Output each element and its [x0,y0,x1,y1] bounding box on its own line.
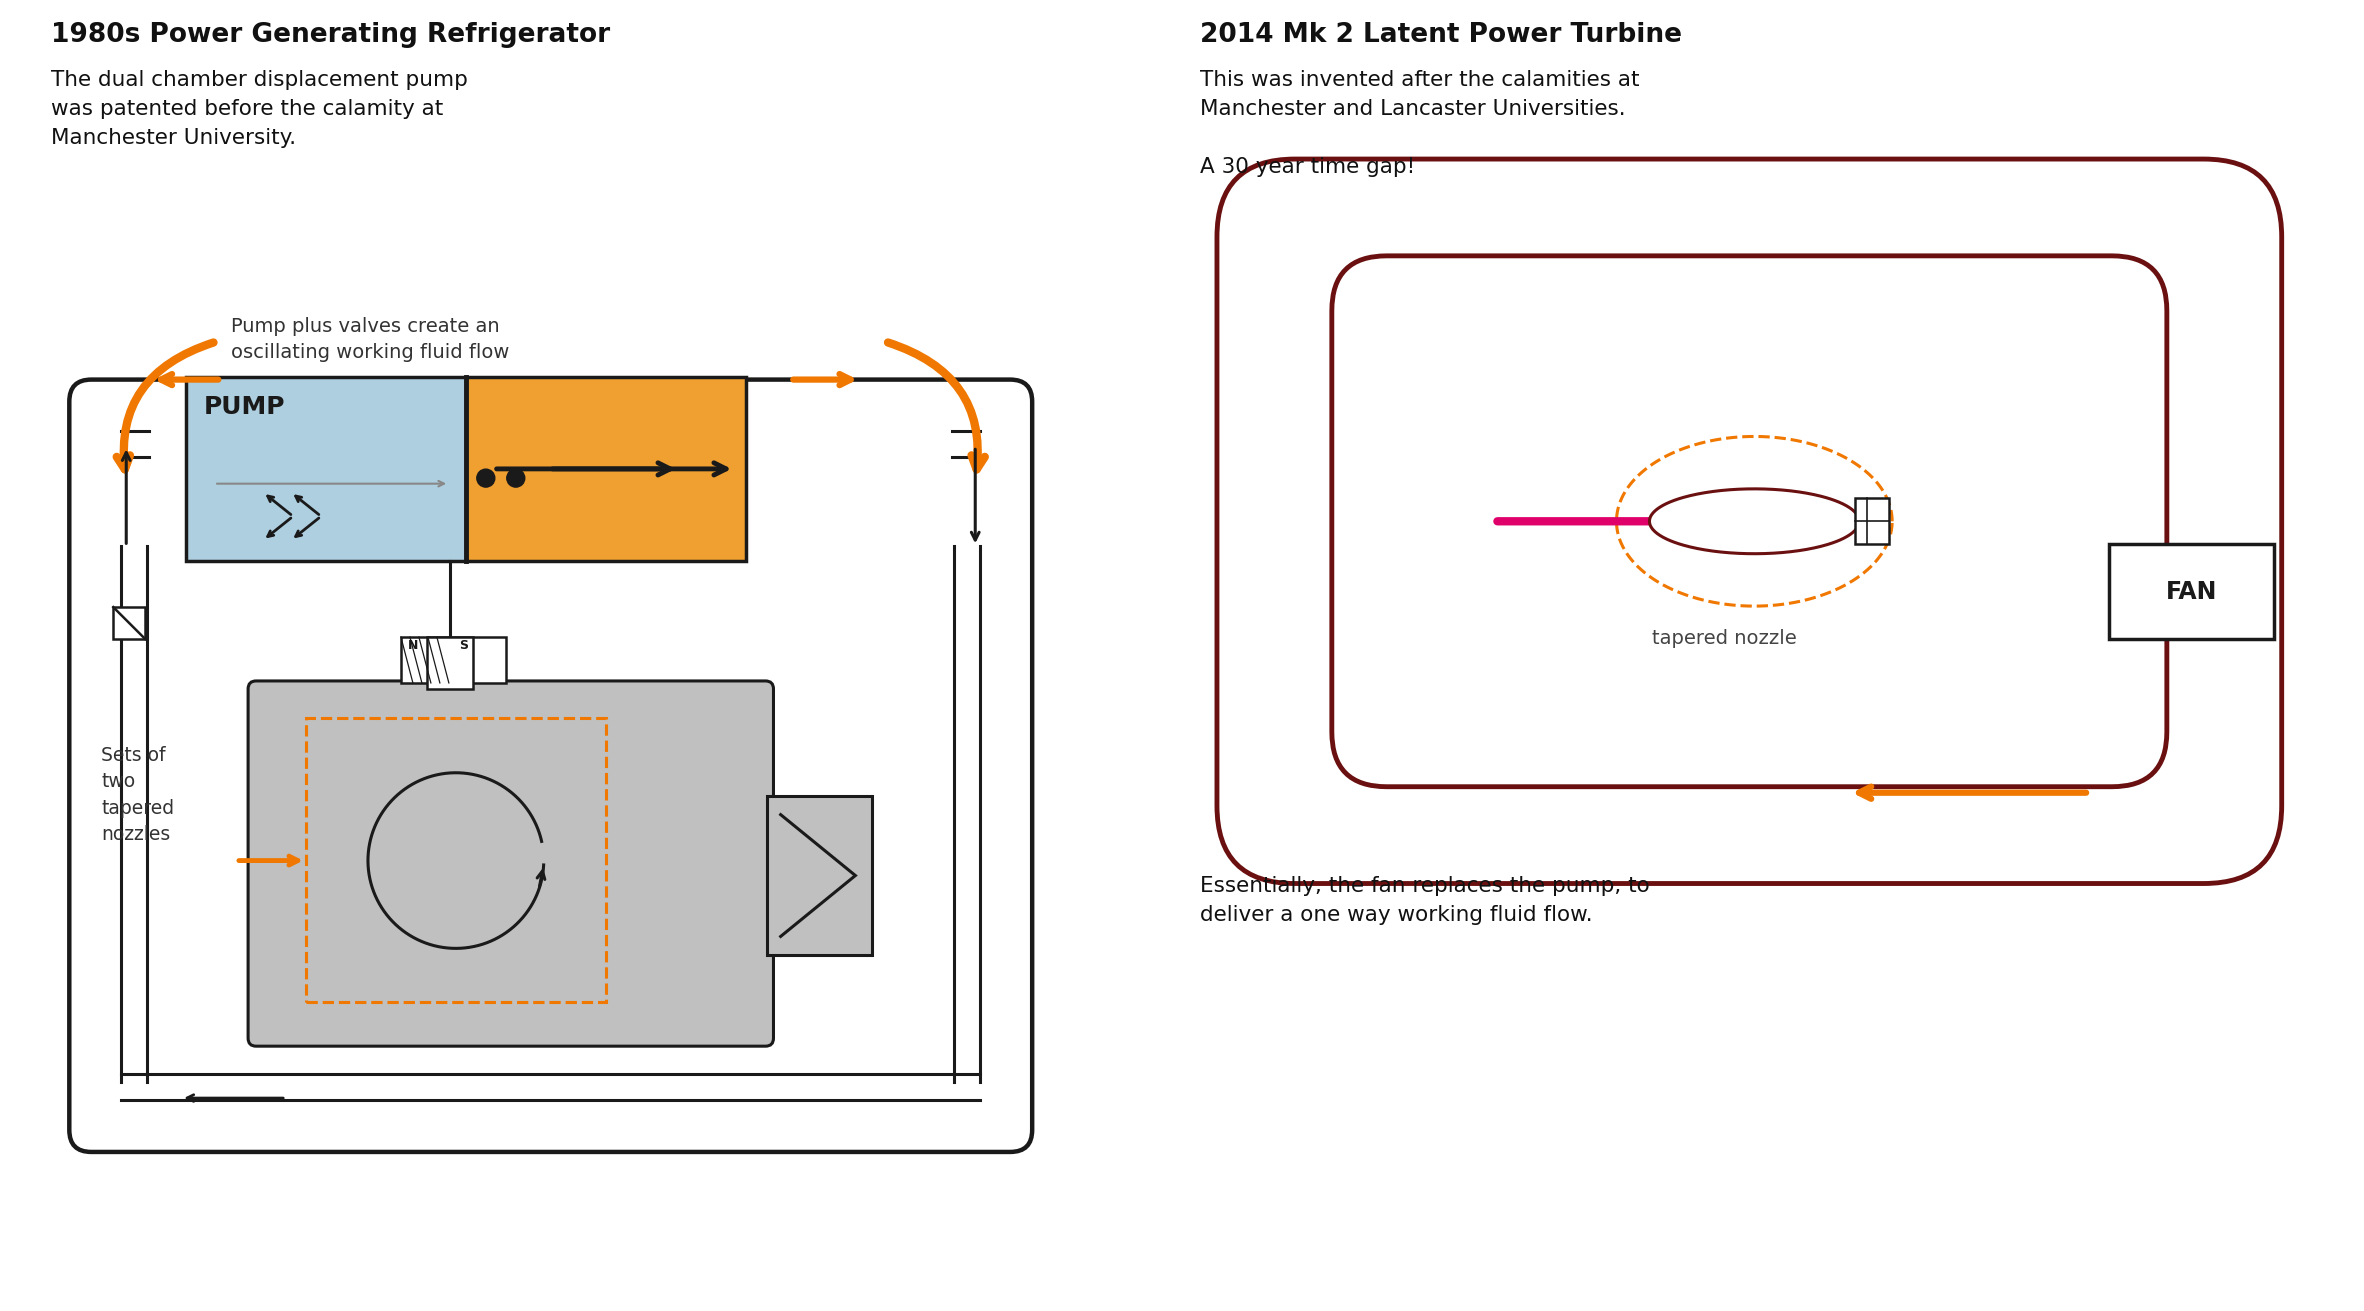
Bar [402,637,506,683]
Bar [426,637,473,688]
Text: PUMP: PUMP [203,395,286,418]
Bar [466,376,745,561]
FancyBboxPatch shape [248,680,773,1046]
Bar [768,796,872,956]
Text: S: S [459,638,468,652]
Polygon shape [1650,489,1858,553]
Text: FAN: FAN [2165,579,2217,603]
Text: Essentially, the fan replaces the pump, to
deliver a one way working fluid flow.: Essentially, the fan replaces the pump, … [1201,876,1650,926]
Text: tapered nozzle: tapered nozzle [1652,629,1797,648]
Text: 2014 Mk 2 Latent Power Turbine: 2014 Mk 2 Latent Power Turbine [1201,22,1681,49]
Text: Pump plus valves create an
oscillating working fluid flow: Pump plus valves create an oscillating w… [232,317,511,362]
Bar [113,607,144,638]
Bar [1856,498,1889,544]
Bar [2109,544,2274,638]
Text: Sets of
two
tapered
nozzles: Sets of two tapered nozzles [102,746,175,844]
Bar [187,376,466,561]
Text: N: N [409,638,418,652]
Bar [305,718,605,1003]
Circle shape [478,469,494,488]
Text: The dual chamber displacement pump
was patented before the calamity at
Mancheste: The dual chamber displacement pump was p… [52,71,468,148]
Text: 1980s Power Generating Refrigerator: 1980s Power Generating Refrigerator [52,22,610,49]
Text: This was invented after the calamities at
Manchester and Lancaster Universities.: This was invented after the calamities a… [1201,71,1641,177]
Circle shape [506,469,525,488]
